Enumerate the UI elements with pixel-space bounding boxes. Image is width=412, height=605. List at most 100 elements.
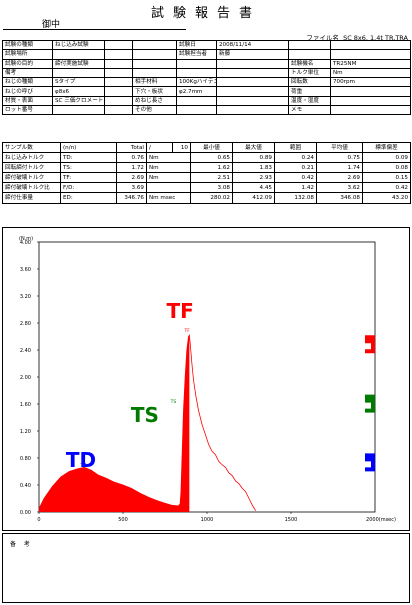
stats-cell: 0.89: [232, 152, 275, 164]
info-cell: [104, 105, 133, 116]
info-cell: 荷重: [288, 86, 331, 97]
stats-cell: 0.15: [362, 172, 411, 184]
info-row: ねじの呼び φ8x6 下穴・板状 φ2.7mm 荷重: [2, 86, 411, 97]
stats-cell: 締付破壊トルク比: [2, 182, 61, 194]
stats-cell: 1.72: [116, 162, 147, 174]
big-label-tf: TF: [166, 299, 193, 323]
stats-row: 回転締付トルク TS: 1.72 Nm 1.62 1.83 0.21 1.74 0.08: [2, 162, 411, 174]
info-cell: φ2.7mm: [176, 86, 217, 97]
stats-cell: 4.45: [232, 182, 275, 194]
torque-chart: 0.00 0.40 0.80 1.20 1.60 2.00 2.40 2.80 3.20 3.60…: [19, 236, 396, 523]
info-cell: [288, 39, 331, 51]
info-cell: [216, 77, 289, 88]
info-cell: [52, 105, 105, 116]
info-cell: 2008/11/14: [216, 39, 289, 51]
stats-cell: 0.42: [362, 182, 411, 194]
stats-cell: F/D:: [60, 182, 117, 194]
info-cell: [216, 58, 289, 69]
stats-row: 締付破壊トルク TF: 2.69 Nm 2.51 2.93 0.42 2.69 0.15: [2, 172, 411, 184]
info-cell: 材質・表面: [2, 95, 53, 107]
x-tick-label: 500: [118, 517, 128, 523]
info-cell: [104, 77, 133, 88]
y-tick-label: 3.20: [20, 294, 31, 300]
y-tick-label: 0.00: [20, 510, 31, 516]
y-tick-label: 1.60: [20, 402, 31, 408]
stats-cell: 132.08: [274, 192, 317, 204]
info-cell: メモ: [288, 105, 331, 116]
info-cell: 下穴・板状: [132, 86, 177, 97]
info-cell: [132, 49, 177, 60]
stats-cell: 346.08: [316, 192, 363, 204]
y-tick-label: 0.80: [20, 456, 31, 462]
info-row: 試験場所 試験担当者 新藤: [2, 49, 411, 60]
info-cell: [216, 67, 289, 79]
y-tick-label: 4.00: [20, 240, 31, 246]
torque-curve: [38, 333, 257, 511]
side-marker: [365, 394, 375, 413]
stats-cell: TF:: [60, 172, 117, 184]
file-name-value: SC 8x6. 1.4t TR.TRA: [343, 34, 408, 42]
info-cell: [104, 49, 133, 60]
info-cell: 試験の種類: [2, 39, 53, 51]
info-cell: 試験の目的: [2, 58, 53, 69]
stats-cell: 1.62: [190, 162, 233, 174]
info-cell: 相手材料: [132, 77, 177, 88]
info-cell: 温度・湿度: [288, 95, 331, 107]
y-tick-label: 2.00: [20, 375, 31, 381]
stats-cell: 締付破壊トルク: [2, 172, 61, 184]
stats-cell: Nm: [146, 172, 191, 184]
report-title: 試験報告書: [150, 6, 261, 21]
stats-cell: 280.02: [190, 192, 233, 204]
info-cell: [52, 49, 105, 60]
y-tick-label: 2.80: [20, 321, 31, 327]
info-cell: ねじの種類: [2, 77, 53, 88]
stats-cell: TD:: [60, 152, 117, 164]
info-row: 備考 トルク単位 Nm: [2, 67, 411, 79]
info-cell: 締付実施試験: [52, 58, 105, 69]
stats-header-cell: 範囲: [274, 141, 317, 154]
info-cell: SC 三価クロメート: [52, 95, 105, 107]
stats-cell: 0.09: [362, 152, 411, 164]
test-info-table: 試験の種類 ねじ込み試験 試験日 2008/11/14 試験場所 試験担当者 新藤 試験の目的…: [2, 39, 411, 116]
side-marker: [365, 335, 375, 354]
info-cell: [52, 67, 105, 79]
stats-cell: 0.75: [316, 152, 363, 164]
stats-cell: 412.09: [232, 192, 275, 204]
stats-cell: Nm: [146, 152, 191, 164]
info-cell: 試験機名: [288, 58, 331, 69]
info-cell: [216, 105, 289, 116]
info-cell: [104, 67, 133, 79]
info-cell: [330, 95, 411, 107]
curve-marker-tf: TF: [184, 328, 191, 334]
info-cell: [132, 39, 177, 51]
stats-header-cell: 最小値: [190, 141, 233, 154]
x-unit-label: 2000(msec): [366, 517, 396, 523]
stats-cell: 346.76: [116, 192, 147, 204]
stats-cell: 1.42: [274, 182, 317, 194]
stats-header-cell: サンプル数: [2, 141, 61, 154]
info-cell: [176, 58, 217, 69]
info-cell: 新藤: [216, 49, 289, 60]
stats-row: 締付仕事量 ED: 346.76 Nm msec 280.02 412.09 132.08 3…: [2, 192, 411, 204]
big-label-td: TD: [66, 448, 96, 472]
stats-header-cell: 最大値: [232, 141, 275, 154]
stats-cell: TS:: [60, 162, 117, 174]
stats-cell: 1.74: [316, 162, 363, 174]
x-tick-label: 0: [37, 517, 40, 523]
stats-header-cell: 標準偏差: [362, 141, 411, 154]
y-tick-label: 3.60: [20, 267, 31, 273]
stats-cell: 0.76: [116, 152, 147, 164]
remarks-label: 备 考: [10, 541, 33, 548]
stats-cell: 1.83: [232, 162, 275, 174]
info-cell: [176, 105, 217, 116]
stats-cell: 2.69: [316, 172, 363, 184]
stats-cell: 3.62: [316, 182, 363, 194]
info-cell: [330, 86, 411, 97]
info-cell: 試験日: [176, 39, 217, 51]
info-cell: ロット番号: [2, 105, 53, 116]
y-unit-label: (N.m): [19, 236, 33, 242]
stats-header-cell: (n/n): [60, 141, 117, 154]
stats-cell: 3.69: [116, 182, 147, 194]
x-tick-label: 1000: [201, 517, 214, 523]
info-cell: 700rpm: [330, 77, 411, 88]
